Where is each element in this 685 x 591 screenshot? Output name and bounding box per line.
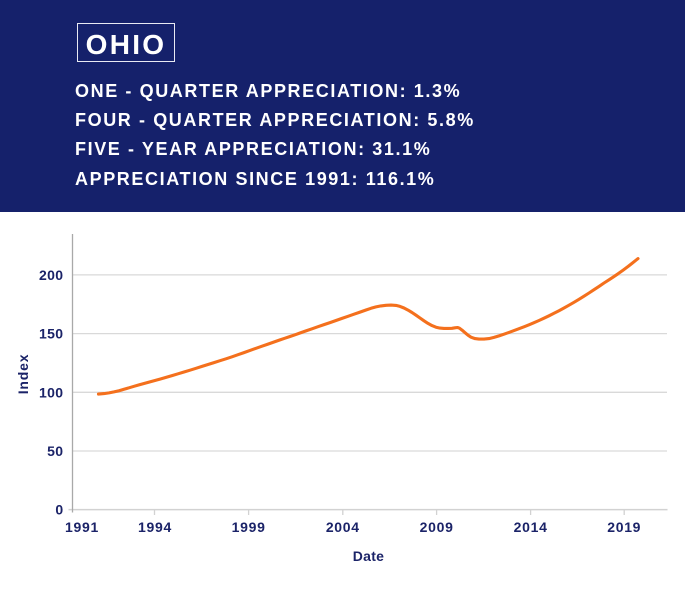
svg-text:2014: 2014	[514, 519, 548, 535]
svg-text:Index: Index	[15, 354, 31, 395]
svg-text:50: 50	[47, 443, 63, 459]
svg-text:1991: 1991	[65, 519, 99, 535]
svg-text:0: 0	[55, 502, 63, 518]
svg-text:2004: 2004	[326, 519, 360, 535]
svg-text:100: 100	[39, 384, 64, 400]
svg-text:200: 200	[39, 267, 64, 283]
svg-text:1994: 1994	[138, 519, 172, 535]
svg-text:150: 150	[39, 326, 64, 342]
svg-text:Date: Date	[353, 548, 385, 564]
svg-text:2009: 2009	[420, 519, 454, 535]
svg-text:1999: 1999	[232, 519, 266, 535]
svg-text:2019: 2019	[607, 519, 641, 535]
